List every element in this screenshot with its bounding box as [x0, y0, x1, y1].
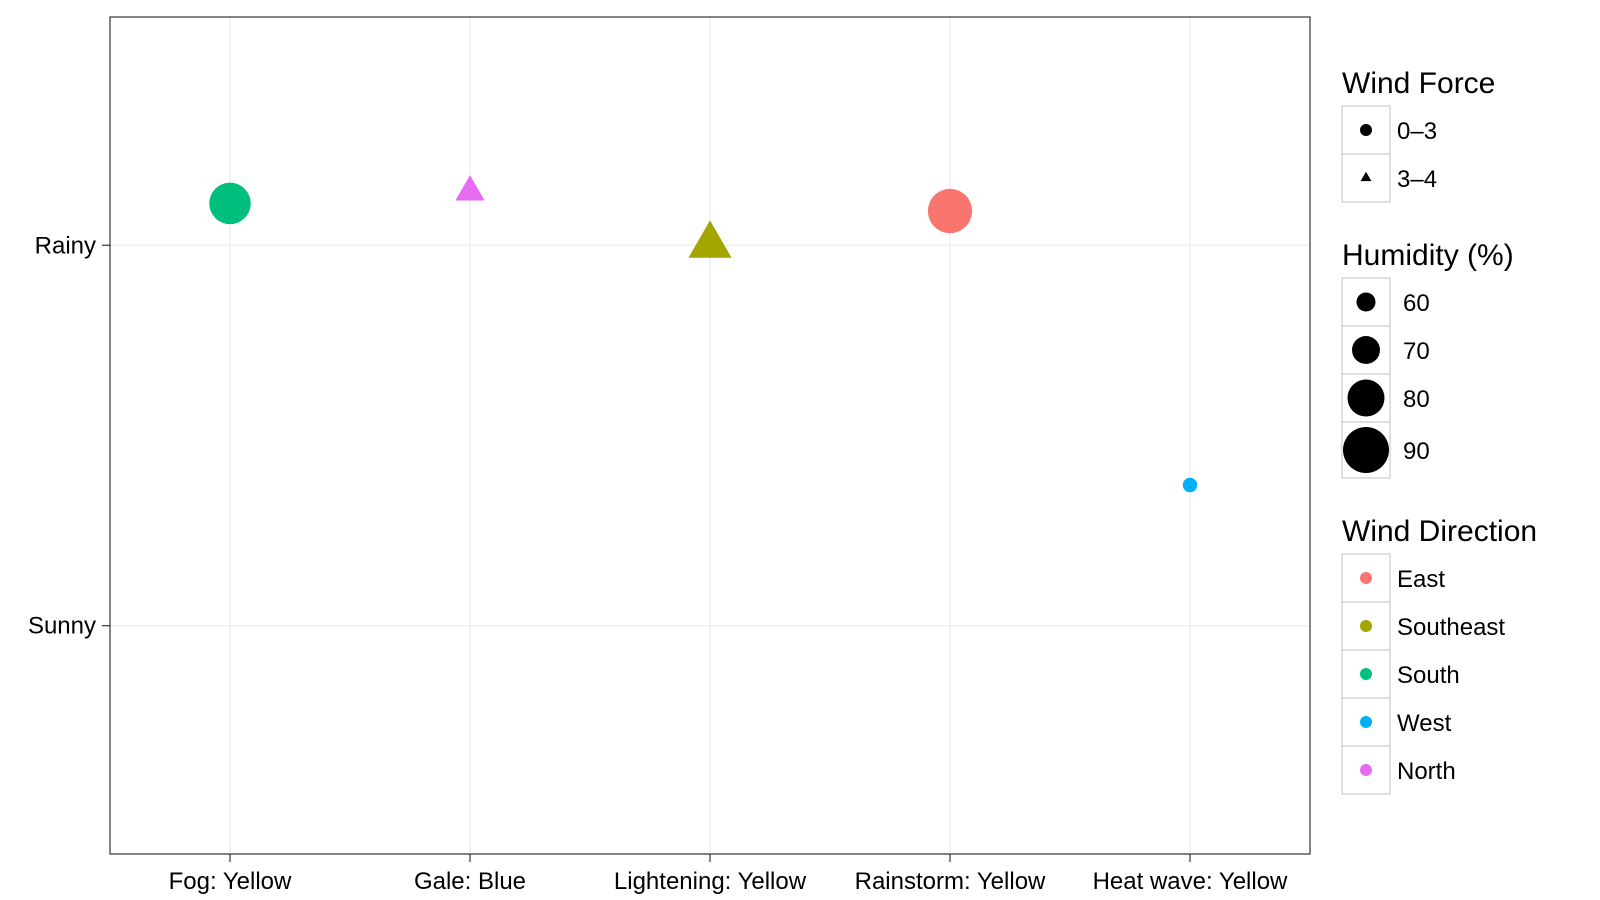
legend-label: South [1397, 662, 1460, 689]
legend-symbol [1360, 764, 1372, 776]
data-point [688, 220, 732, 258]
legend-label: 70 [1403, 338, 1430, 365]
legend-label: 0–3 [1397, 118, 1437, 145]
x-tick-label: Heat wave: Yellow [1093, 868, 1288, 895]
legend-label: 3–4 [1397, 166, 1437, 193]
data-point [927, 188, 973, 234]
legend-symbol [1360, 668, 1372, 680]
axes: Fog: Yellow Gale: Blue Lightening: Yellow R… [28, 232, 1288, 895]
data-point [209, 182, 251, 225]
legend-label: North [1397, 758, 1456, 785]
legend-title: Wind Direction [1342, 515, 1537, 548]
x-tick-label: Lightening: Yellow [614, 868, 807, 895]
legend-label: Southeast [1397, 614, 1505, 641]
grid-lines [110, 17, 1310, 854]
legend-symbol [1360, 572, 1372, 584]
legend-symbol [1360, 171, 1372, 182]
legend-label: East [1397, 566, 1445, 593]
legend-symbol [1343, 427, 1389, 473]
x-tick-label: Rainstorm: Yellow [855, 868, 1046, 895]
legend-label: 60 [1403, 290, 1430, 317]
legend-symbol [1352, 336, 1380, 364]
data-point [455, 175, 485, 201]
data-points [209, 175, 1198, 493]
legend-symbol [1360, 716, 1372, 728]
legend-symbol [1356, 292, 1376, 312]
y-tick-label: Rainy [35, 232, 96, 259]
legend-label: 80 [1403, 386, 1430, 413]
legend-label: West [1397, 710, 1452, 737]
legend-symbol [1347, 379, 1385, 417]
legend-symbol [1360, 124, 1372, 136]
y-tick-label: Sunny [28, 613, 96, 640]
x-tick-label: Fog: Yellow [169, 868, 292, 895]
legend-symbol [1360, 620, 1372, 632]
legend: Wind Force 0–3 3–4 Humidity (%) 60 70 80 90 Wind… [1341, 67, 1537, 795]
legend-title: Humidity (%) [1342, 239, 1514, 272]
legend-label: 90 [1403, 438, 1430, 465]
legend-title: Wind Force [1342, 67, 1495, 100]
data-point [1182, 477, 1198, 493]
x-tick-label: Gale: Blue [414, 868, 526, 895]
